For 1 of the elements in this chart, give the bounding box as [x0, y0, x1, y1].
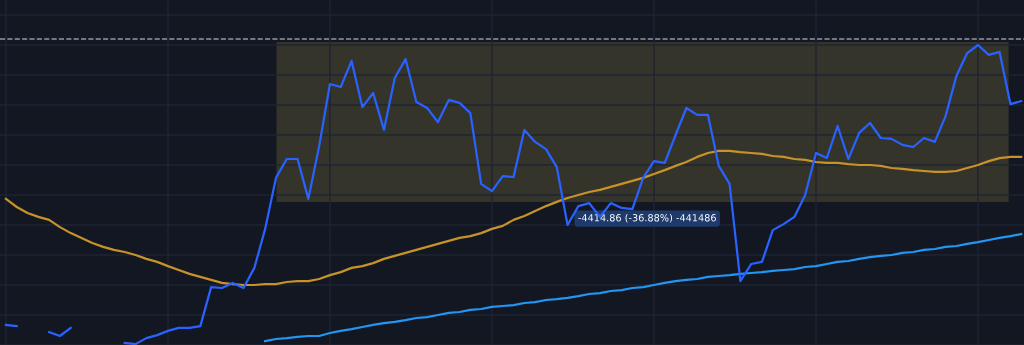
- band-label: -4414.86 (-36.88%) -441486: [578, 213, 716, 223]
